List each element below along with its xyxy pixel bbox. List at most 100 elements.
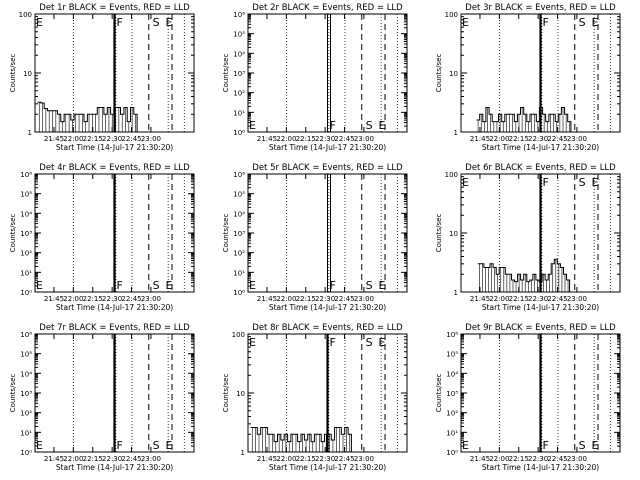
- y-tick-label: 10¹: [446, 429, 458, 437]
- marker-E: E: [592, 176, 599, 189]
- x-tick-label: 23:00: [567, 135, 587, 143]
- marker-S: S: [366, 336, 373, 349]
- x-tick-label: 22:00: [276, 295, 296, 303]
- y-tick-label: 10³: [446, 390, 458, 398]
- panel-det-2r: Det 2r BLACK = Events, RED = LLD Counts/s…: [222, 3, 408, 152]
- x-axis-label: Start Time (14-Jul-17 21:30:20): [56, 143, 173, 152]
- x-axis-label: Start Time (14-Jul-17 21:30:20): [56, 303, 173, 312]
- y-tick-label: 10⁴: [446, 370, 458, 378]
- y-tick-label: 100: [232, 331, 245, 339]
- y-tick-label: 1: [28, 129, 32, 137]
- x-tick-label: 22:15: [509, 455, 529, 463]
- x-tick-label: 23:00: [354, 295, 374, 303]
- panel-title: Det 3r BLACK = Events, RED = LLD: [465, 3, 616, 13]
- marker-E-start: E: [462, 176, 469, 189]
- x-tick-label: 22:00: [276, 455, 296, 463]
- x-tick-label: 22:15: [83, 295, 103, 303]
- x-tick-label: 21:45: [470, 135, 490, 143]
- y-tick-label: 10⁴: [20, 370, 32, 378]
- x-tick-label: 22:15: [83, 455, 103, 463]
- x-tick-label: 22:00: [63, 135, 83, 143]
- x-tick-label: 23:00: [354, 455, 374, 463]
- marker-E: E: [166, 439, 173, 452]
- y-axis-label: Counts/sec: [222, 214, 230, 253]
- y-tick-label: 10³: [233, 70, 245, 78]
- y-axis-label: Counts/sec: [222, 54, 230, 93]
- marker-E: E: [592, 439, 599, 452]
- y-tick-label: 10⁵: [20, 351, 32, 359]
- marker-E-start: E: [249, 336, 256, 349]
- y-tick-label: 10⁵: [233, 191, 245, 199]
- y-tick-label: 10³: [233, 230, 245, 238]
- marker-S: S: [153, 279, 160, 292]
- panel-det-8r: Det 8r BLACK = Events, RED = LLD Counts/s…: [222, 323, 408, 472]
- x-tick-label: 21:45: [257, 455, 277, 463]
- x-tick-label: 21:45: [257, 295, 277, 303]
- y-tick-label: 10¹: [20, 269, 32, 277]
- y-tick-label: 10⁶: [233, 171, 245, 179]
- marker-F: F: [543, 176, 549, 189]
- marker-S: S: [366, 119, 373, 132]
- y-tick-label: 100: [19, 11, 32, 19]
- panel-title: Det 8r BLACK = Events, RED = LLD: [252, 323, 403, 333]
- x-tick-label: 21:45: [470, 295, 490, 303]
- y-tick-label: 10⁵: [20, 191, 32, 199]
- x-tick-label: 22:45: [547, 135, 567, 143]
- marker-F: F: [330, 279, 336, 292]
- panel-title: Det 9r BLACK = Events, RED = LLD: [465, 323, 616, 333]
- panel-title: Det 1r BLACK = Events, RED = LLD: [39, 3, 190, 13]
- marker-S: S: [153, 439, 160, 452]
- x-axis-label: Start Time (14-Jul-17 21:30:20): [269, 463, 386, 472]
- y-tick-label: 10²: [20, 410, 32, 418]
- marker-E-start: E: [36, 16, 43, 29]
- x-tick-label: 22:30: [315, 295, 335, 303]
- panel-title: Det 7r BLACK = Events, RED = LLD: [39, 323, 190, 333]
- y-tick-label: 10: [236, 390, 245, 398]
- marker-S: S: [579, 439, 586, 452]
- x-axis-label: Start Time (14-Jul-17 21:30:20): [56, 463, 173, 472]
- y-tick-label: 10¹: [20, 429, 32, 437]
- y-tick-label: 10⁶: [233, 11, 245, 19]
- x-tick-label: 22:45: [334, 135, 354, 143]
- panel-det-1r: Det 1r BLACK = Events, RED = LLD Counts/s…: [9, 3, 195, 152]
- marker-F: F: [543, 16, 549, 29]
- y-tick-label: 10²: [233, 250, 245, 258]
- x-tick-label: 22:45: [334, 455, 354, 463]
- x-tick-label: 22:15: [83, 135, 103, 143]
- marker-E-start: E: [462, 439, 469, 452]
- y-tick-label: 100: [445, 171, 458, 179]
- marker-F: F: [330, 119, 336, 132]
- marker-S: S: [579, 176, 586, 189]
- y-tick-label: 1: [241, 449, 245, 457]
- x-tick-label: 23:00: [141, 295, 161, 303]
- y-tick-label: 10⁴: [233, 50, 245, 58]
- marker-E-start: E: [249, 279, 256, 292]
- x-tick-label: 22:30: [315, 135, 335, 143]
- y-tick-label: 10²: [233, 90, 245, 98]
- marker-F: F: [330, 336, 336, 349]
- y-tick-label: 10⁴: [233, 210, 245, 218]
- marker-E: E: [166, 16, 173, 29]
- x-tick-label: 23:00: [141, 455, 161, 463]
- x-tick-label: 22:45: [121, 455, 141, 463]
- marker-F: F: [117, 279, 123, 292]
- panel-title: Det 4r BLACK = Events, RED = LLD: [39, 163, 190, 173]
- x-tick-label: 22:30: [315, 455, 335, 463]
- panel-title: Det 2r BLACK = Events, RED = LLD: [252, 3, 403, 13]
- marker-E: E: [379, 119, 386, 132]
- y-tick-label: 10¹: [233, 109, 245, 117]
- x-axis-label: Start Time (14-Jul-17 21:30:20): [482, 143, 599, 152]
- y-tick-label: 10⁶: [20, 331, 32, 339]
- marker-E-start: E: [36, 279, 43, 292]
- y-tick-label: 10⁰: [20, 289, 32, 297]
- x-tick-label: 22:30: [528, 135, 548, 143]
- y-axis-label: Counts/sec: [9, 54, 17, 93]
- series-events-line: [476, 107, 572, 132]
- marker-F: F: [117, 439, 123, 452]
- y-axis-label: Counts/sec: [435, 54, 443, 93]
- x-tick-label: 22:30: [102, 135, 122, 143]
- x-axis-label: Start Time (14-Jul-17 21:30:20): [269, 303, 386, 312]
- x-axis-label: Start Time (14-Jul-17 21:30:20): [482, 463, 599, 472]
- marker-F: F: [117, 16, 123, 29]
- y-tick-label: 10¹: [233, 269, 245, 277]
